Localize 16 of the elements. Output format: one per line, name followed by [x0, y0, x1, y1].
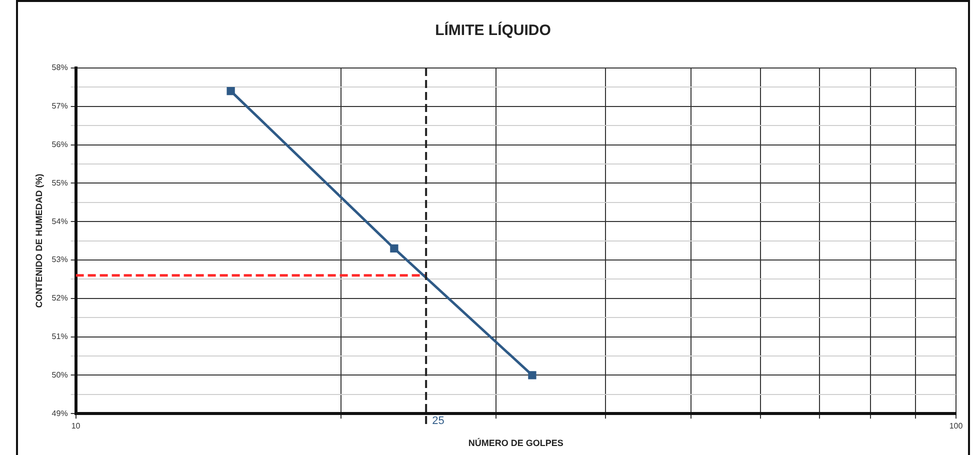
x-tick-label: 10	[71, 422, 81, 431]
x-tick-label: 100	[949, 422, 964, 431]
y-axis-title: CONTENIDO DE HUMEDAD (%)	[34, 174, 44, 308]
y-tick-label: 58%	[52, 63, 68, 72]
y-tick-label: 49%	[52, 408, 68, 418]
y-tick-label: 55%	[52, 178, 68, 188]
ref-line-label: 25	[432, 415, 444, 428]
y-tick-label: 50%	[52, 370, 68, 380]
y-tick-label: 54%	[52, 216, 68, 226]
chart-title: LÍMITE LÍQUIDO	[435, 21, 552, 40]
y-tick-label: 56%	[52, 140, 68, 150]
y-tick-label: 57%	[52, 102, 68, 111]
y-tick-label: 52%	[52, 294, 68, 303]
y-tick-label: 53%	[52, 255, 68, 264]
y-tick-label: 51%	[52, 332, 68, 342]
x-axis-title: NÚMERO DE GOLPES	[468, 438, 564, 448]
